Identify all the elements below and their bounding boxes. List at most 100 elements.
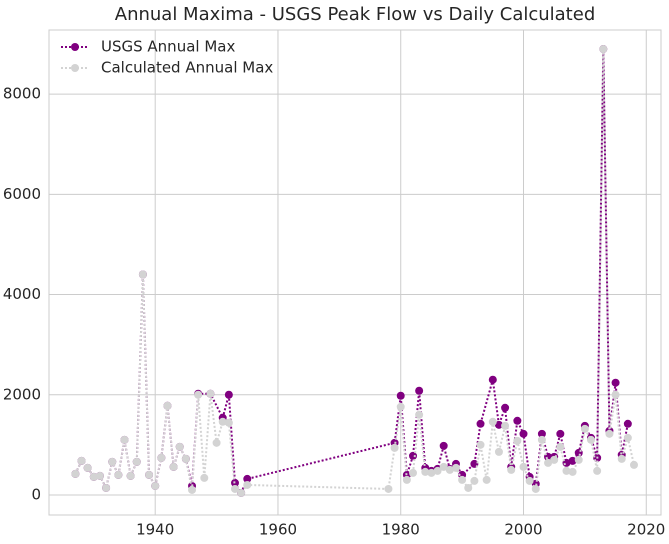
- data-point: [550, 455, 559, 464]
- data-point: [95, 471, 104, 480]
- legend-item: USGS Annual Max: [61, 38, 235, 56]
- data-point: [451, 463, 460, 472]
- y-tick-label: 6000: [3, 185, 41, 203]
- data-point: [77, 456, 86, 465]
- data-point: [519, 462, 528, 471]
- data-point: [476, 419, 485, 428]
- x-tick-label: 2020: [627, 521, 665, 539]
- data-point: [169, 462, 178, 471]
- data-point: [574, 455, 583, 464]
- data-point: [433, 466, 442, 475]
- data-point: [501, 421, 510, 430]
- data-point: [587, 435, 596, 444]
- data-point: [537, 435, 546, 444]
- data-point: [145, 470, 154, 479]
- x-tick-label: 1960: [259, 521, 297, 539]
- data-point: [580, 424, 589, 433]
- data-point: [464, 483, 473, 492]
- data-point: [138, 270, 147, 279]
- data-point: [396, 402, 405, 411]
- data-point: [562, 466, 571, 475]
- data-point: [157, 453, 166, 462]
- chart-title: Annual Maxima - USGS Peak Flow vs Daily …: [115, 4, 596, 25]
- legend-label: USGS Annual Max: [101, 38, 235, 56]
- y-tick-label: 4000: [3, 285, 41, 303]
- data-point: [126, 471, 135, 480]
- data-point: [494, 420, 503, 429]
- data-point: [120, 435, 129, 444]
- y-tick-label: 0: [31, 485, 41, 503]
- data-point: [593, 466, 602, 475]
- data-point: [175, 442, 184, 451]
- data-point: [501, 403, 510, 412]
- data-point: [396, 391, 405, 400]
- data-point: [415, 410, 424, 419]
- data-point: [537, 429, 546, 438]
- data-point: [224, 390, 233, 399]
- data-point: [445, 465, 454, 474]
- data-point: [611, 390, 620, 399]
- data-point: [605, 429, 614, 438]
- y-tick-label: 8000: [3, 85, 41, 103]
- data-point: [89, 472, 98, 481]
- data-point: [470, 476, 479, 485]
- y-tick-label: 2000: [3, 385, 41, 403]
- data-point: [194, 390, 203, 399]
- data-point: [476, 440, 485, 449]
- data-point: [507, 465, 516, 474]
- data-point: [439, 441, 448, 450]
- data-point: [151, 481, 160, 490]
- data-point: [599, 45, 608, 54]
- data-point: [544, 458, 553, 467]
- series-line: [74, 49, 635, 495]
- data-point: [482, 475, 491, 484]
- data-point: [224, 418, 233, 427]
- legend-marker: [71, 43, 79, 51]
- data-point: [421, 467, 430, 476]
- data-point: [439, 462, 448, 471]
- data-point: [212, 438, 221, 447]
- data-point: [568, 456, 577, 465]
- data-point: [458, 475, 467, 484]
- data-point: [243, 474, 252, 483]
- data-point: [488, 375, 497, 384]
- data-point: [427, 468, 436, 477]
- data-point: [132, 457, 141, 466]
- data-point: [206, 389, 215, 398]
- data-point: [83, 463, 92, 472]
- legend-marker: [71, 64, 79, 72]
- data-point: [108, 457, 117, 466]
- data-point: [218, 417, 227, 426]
- data-point: [623, 433, 632, 442]
- legend-label: Calculated Annual Max: [101, 59, 273, 77]
- data-point: [384, 484, 393, 493]
- data-point: [611, 378, 620, 387]
- data-point: [163, 401, 172, 410]
- data-point: [243, 480, 252, 489]
- data-point: [409, 468, 418, 477]
- data-point: [568, 467, 577, 476]
- data-point: [402, 475, 411, 484]
- plot-frame: [48, 29, 662, 516]
- data-point: [200, 473, 209, 482]
- data-point: [629, 460, 638, 469]
- data-point: [390, 443, 399, 452]
- legend-item: Calculated Annual Max: [61, 59, 273, 77]
- data-point: [237, 488, 246, 497]
- x-tick-label: 1980: [382, 521, 420, 539]
- data-point: [181, 454, 190, 463]
- data-point: [494, 447, 503, 456]
- data-point: [556, 442, 565, 451]
- data-point: [525, 476, 534, 485]
- data-point: [188, 485, 197, 494]
- data-point: [114, 470, 123, 479]
- data-point: [556, 429, 565, 438]
- data-point: [488, 417, 497, 426]
- data-point: [617, 454, 626, 463]
- x-tick-label: 2000: [504, 521, 542, 539]
- data-point: [102, 483, 111, 492]
- data-point: [513, 416, 522, 425]
- series-line: [74, 49, 629, 496]
- data-point: [409, 451, 418, 460]
